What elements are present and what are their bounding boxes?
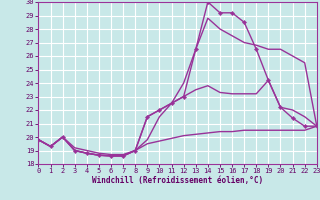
X-axis label: Windchill (Refroidissement éolien,°C): Windchill (Refroidissement éolien,°C) bbox=[92, 176, 263, 185]
